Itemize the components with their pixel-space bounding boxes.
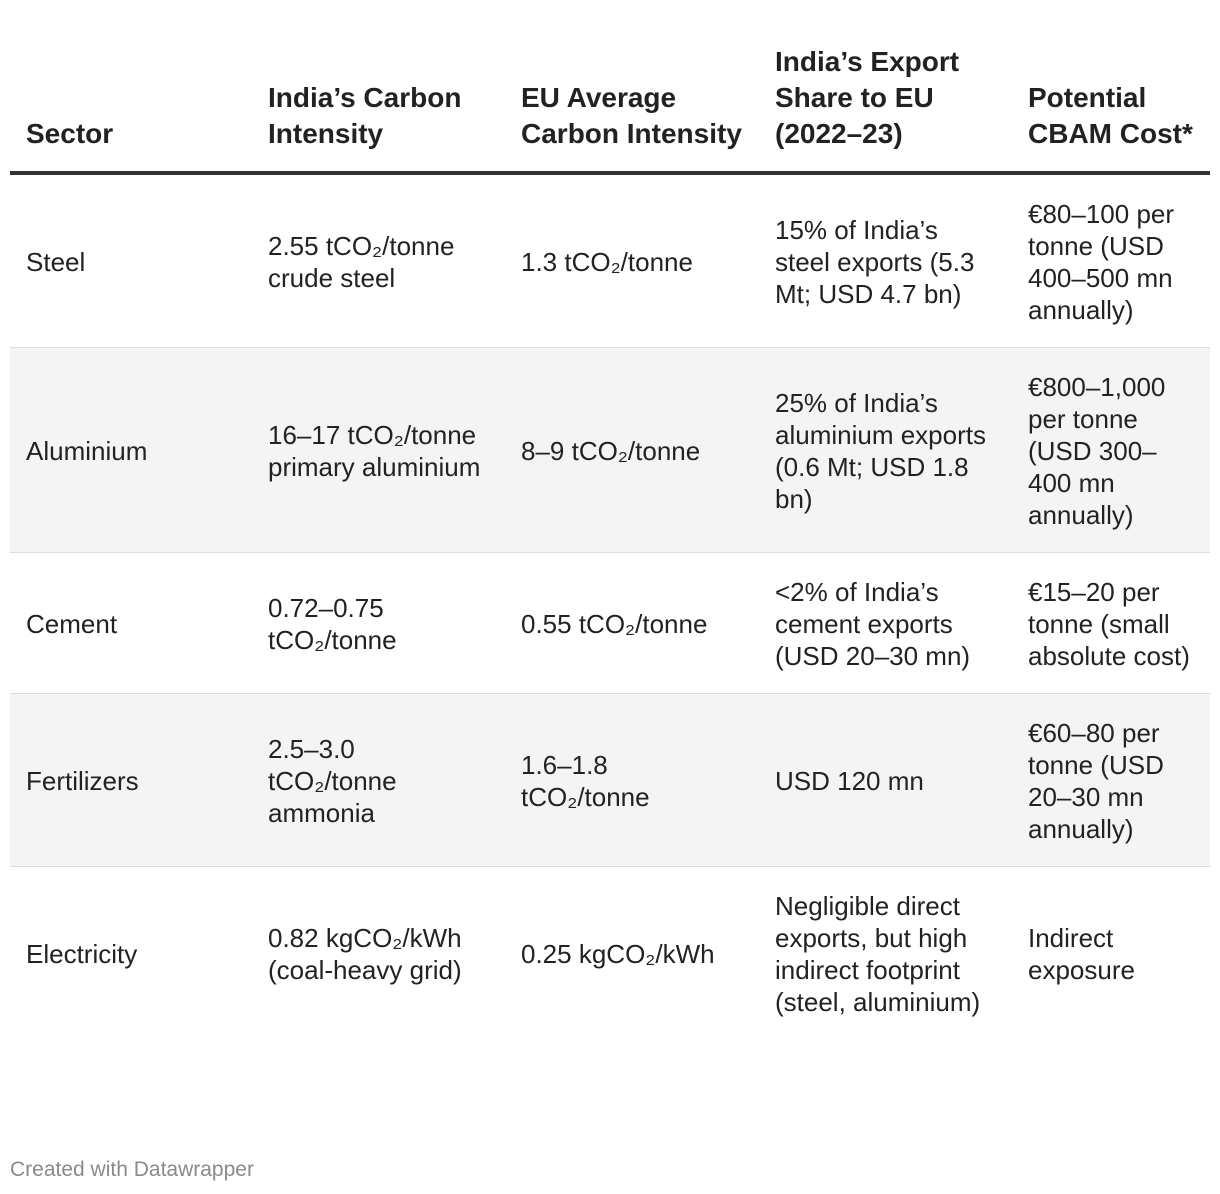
cell-cbam-cost: €60–80 per tonne (USD 20–30 mn annually): [1012, 693, 1210, 867]
cell-sector: Steel: [10, 173, 252, 348]
table-row: Aluminium 16–17 tCO₂/tonne primary alumi…: [10, 347, 1210, 553]
cell-export-share: <2% of India’s cement exports (USD 20–30…: [759, 552, 1012, 694]
header-eu-intensity: EU Average Carbon Intensity: [505, 30, 759, 175]
cell-cbam-cost: €15–20 per tonne (small absolute cost): [1012, 552, 1210, 694]
cell-sector: Electricity: [26, 939, 138, 969]
cell-export-share: Negligible direct exports, but high indi…: [775, 891, 981, 1017]
cell-india-intensity: 0.72–0.75 tCO₂/tonne: [252, 552, 505, 694]
cell-india-intensity: 16–17 tCO₂/tonne primary aluminium: [252, 347, 505, 553]
cell-sector: Aluminium: [10, 347, 252, 553]
table-row: Cement 0.72–0.75 tCO₂/tonne 0.55 tCO₂/to…: [10, 552, 1210, 694]
cbam-table: Sector India’s Carbon Intensity EU Avera…: [10, 30, 1210, 1039]
cell-cbam-cost: €80–100 per tonne (USD 400–500 mn annual…: [1012, 173, 1210, 348]
cell-cbam-cost: Indirect exposure: [1028, 923, 1135, 985]
table-header: Sector India’s Carbon Intensity EU Avera…: [10, 30, 1210, 175]
cell-eu-intensity: 1.6–1.8 tCO₂/tonne: [505, 693, 759, 867]
header-india-intensity: India’s Carbon Intensity: [252, 30, 505, 175]
cell-cbam-cost: €800–1,000 per tonne (USD 300–400 mn ann…: [1012, 347, 1210, 553]
cell-export-share: 25% of India’s aluminium exports (0.6 Mt…: [759, 347, 1012, 553]
header-sector: Sector: [10, 30, 252, 175]
cell-export-share: USD 120 mn: [759, 693, 1012, 867]
cell-india-intensity: 2.5–3.0 tCO₂/tonne ammonia: [252, 693, 505, 867]
cell-eu-intensity: 0.55 tCO₂/tonne: [505, 552, 759, 694]
cell-sector: Cement: [10, 552, 252, 694]
cell-export-share: 15% of India’s steel exports (5.3 Mt; US…: [759, 173, 1012, 348]
table-row: Electricity 0.82 kgCO₂/kWh (coal-heavy g…: [10, 867, 1210, 1040]
cell-india-intensity: 0.82 kgCO₂/kWh (coal-heavy grid): [268, 923, 462, 985]
cell-sector: Fertilizers: [10, 693, 252, 867]
table-container: Sector India’s Carbon Intensity EU Avera…: [10, 30, 1210, 1039]
table-row: Steel 2.55 tCO₂/tonne crude steel 1.3 tC…: [10, 173, 1210, 348]
header-cbam-cost: Potential CBAM Cost*: [1012, 30, 1210, 175]
cell-eu-intensity: 8–9 tCO₂/tonne: [505, 347, 759, 553]
cell-eu-intensity: 1.3 tCO₂/tonne: [505, 173, 759, 348]
header-export-share: India’s Export Share to EU (2022–23): [759, 30, 1012, 175]
datawrapper-credit[interactable]: Created with Datawrapper: [10, 1158, 254, 1181]
cell-eu-intensity: 0.25 kgCO₂/kWh: [521, 939, 715, 969]
table-row: Fertilizers 2.5–3.0 tCO₂/tonne ammonia 1…: [10, 693, 1210, 867]
table-body: Steel 2.55 tCO₂/tonne crude steel 1.3 tC…: [10, 173, 1210, 1039]
header-row: Sector India’s Carbon Intensity EU Avera…: [10, 30, 1210, 175]
cell-india-intensity: 2.55 tCO₂/tonne crude steel: [252, 173, 505, 348]
